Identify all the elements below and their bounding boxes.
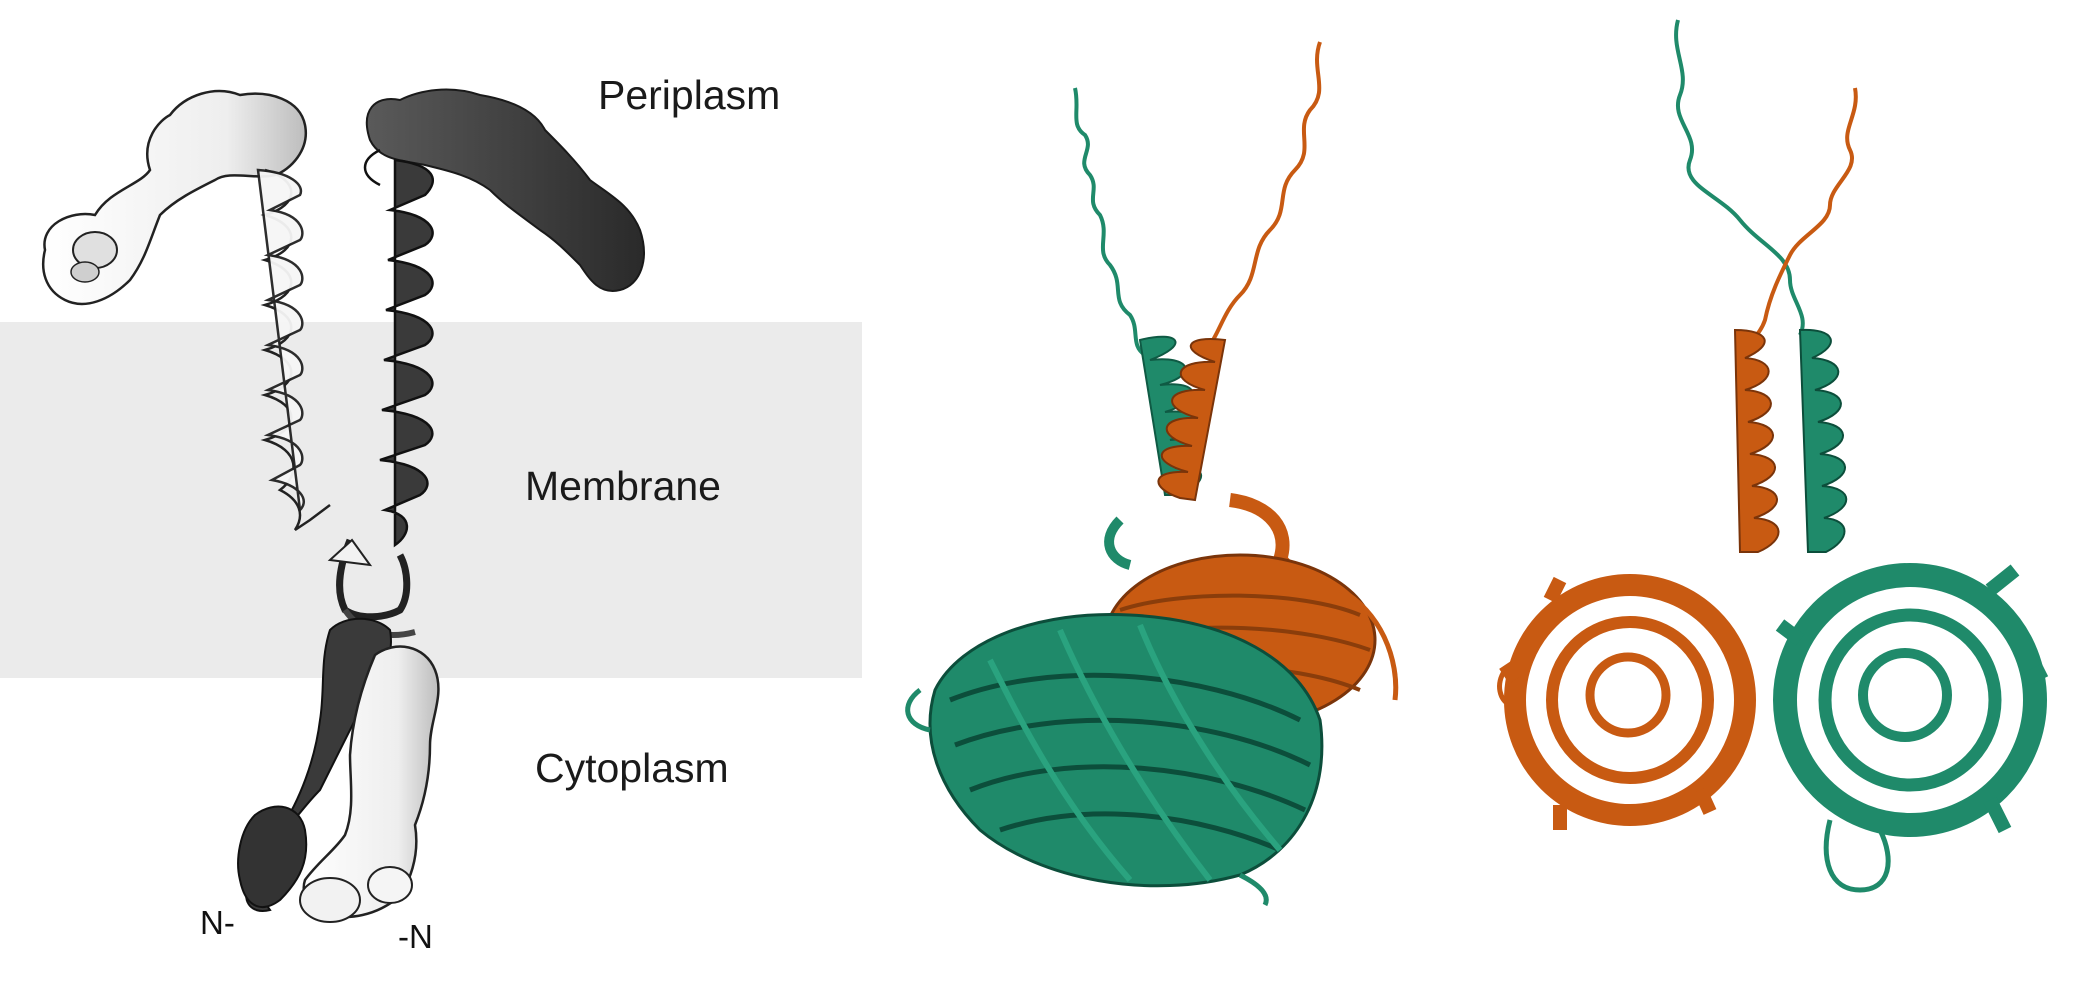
orange-tail bbox=[1208, 41, 1322, 347]
dimer-model-side bbox=[1497, 19, 2049, 893]
cytoplasm-label: Cytoplasm bbox=[535, 745, 729, 791]
membrane-band bbox=[0, 322, 862, 678]
green-barrel-side bbox=[1773, 563, 2049, 893]
monomer-surface-model bbox=[41, 88, 645, 923]
linker-loop bbox=[336, 538, 411, 621]
green-beta-barrel bbox=[905, 612, 1324, 907]
membrane-label: Membrane bbox=[525, 463, 721, 509]
orange-barrel-side bbox=[1497, 574, 1756, 830]
light-transmembrane-helix bbox=[256, 168, 331, 532]
periplasm-label: Periplasm bbox=[598, 72, 781, 118]
dark-periplasmic-domain bbox=[365, 88, 645, 292]
dark-transmembrane-helix bbox=[363, 148, 435, 548]
n-terminus-left-label: N- bbox=[200, 904, 235, 941]
green-helix-side bbox=[1798, 328, 1848, 553]
dimer-model-front bbox=[905, 41, 1399, 907]
orange-tail-side bbox=[1743, 87, 1858, 351]
n-terminus-right-label: -N bbox=[398, 918, 433, 955]
light-cytoplasmic-domain bbox=[302, 645, 440, 919]
green-tail bbox=[1073, 87, 1147, 357]
green-tail-side bbox=[1674, 19, 1805, 336]
orange-helix-side bbox=[1733, 328, 1780, 553]
